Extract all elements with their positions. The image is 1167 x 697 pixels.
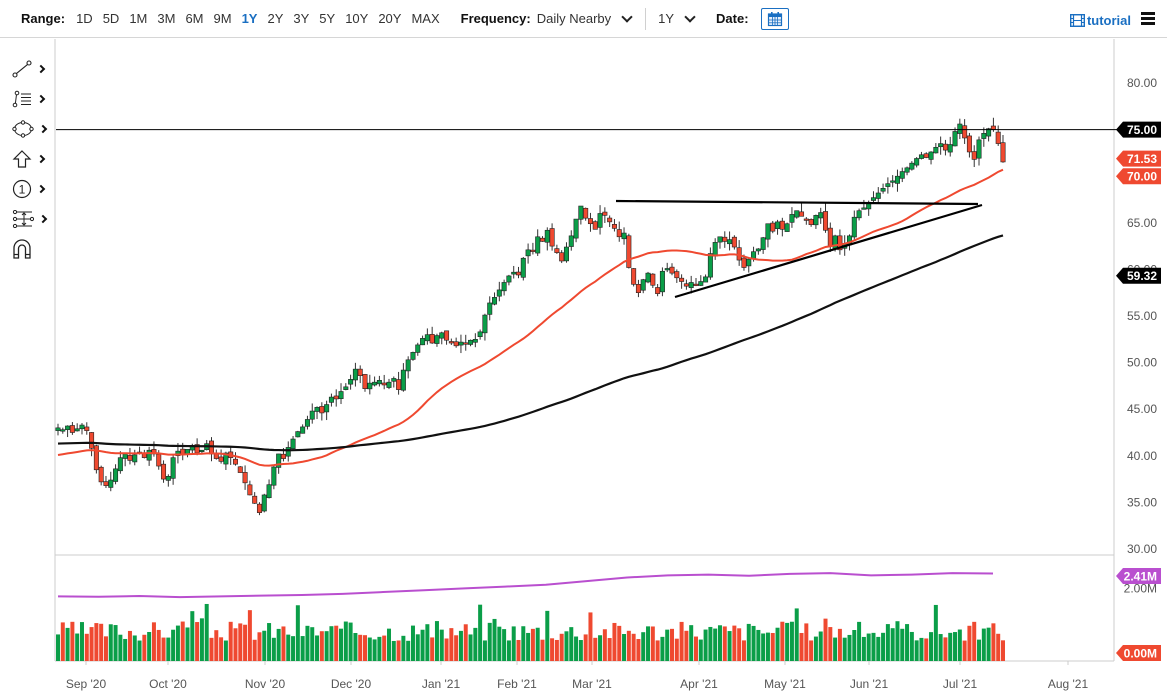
- x-axis-tick: Jan '21: [422, 677, 461, 691]
- chart-area[interactable]: 80.0075.0070.0065.0060.0055.0050.0045.00…: [0, 39, 1167, 697]
- range-button-max[interactable]: MAX: [411, 11, 440, 26]
- x-axis-tick: May '21: [764, 677, 806, 691]
- resistance-line[interactable]: [615, 199, 979, 206]
- hamburger-menu-button[interactable]: [1141, 12, 1155, 25]
- rising-trendline[interactable]: [674, 203, 983, 299]
- x-axis-tick: Dec '20: [331, 677, 372, 691]
- chevron-down-icon: [684, 10, 696, 23]
- volume-bars: [56, 603, 1005, 661]
- frequency-selector: Frequency: Daily Nearby 1Y: [460, 7, 696, 30]
- range-button-2y[interactable]: 2Y: [267, 11, 284, 26]
- x-axis-tick: Nov '20: [245, 677, 286, 691]
- hamburger-menu-icon: [1141, 12, 1155, 15]
- range-button-9m[interactable]: 9M: [213, 11, 232, 26]
- magnet-tool[interactable]: [12, 237, 52, 261]
- moving-average-long-line: [57, 234, 1004, 452]
- range-label: Range:: [21, 11, 66, 26]
- range-button-10y[interactable]: 10Y: [345, 11, 369, 26]
- divider: [645, 7, 647, 30]
- chevron-down-icon: [621, 10, 633, 23]
- price-chart[interactable]: 80.0075.0070.0065.0060.0055.0050.0045.00…: [0, 39, 1167, 697]
- trendline-icon: [12, 60, 32, 78]
- volume-axis-tick: 2.00M: [1124, 581, 1157, 595]
- tutorial-label: tutorial: [1086, 13, 1131, 28]
- svg-text:1: 1: [19, 183, 26, 197]
- calendar-icon: [767, 11, 782, 26]
- range-button-20y[interactable]: 20Y: [378, 11, 402, 26]
- range-button-1y[interactable]: 1Y: [241, 11, 258, 26]
- fibonacci-tool[interactable]: [12, 87, 52, 111]
- last-price-label: 71.53: [1116, 150, 1161, 167]
- svg-text:59.32: 59.32: [1127, 269, 1157, 283]
- fibonacci-icon: [12, 90, 31, 108]
- frequency-dropdown[interactable]: Daily Nearby: [536, 10, 633, 26]
- range-button-1m[interactable]: 1M: [129, 11, 148, 26]
- period-dropdown[interactable]: 1Y: [658, 10, 696, 26]
- magnet-icon: [13, 239, 31, 259]
- y-axis-tick: 30.00: [1127, 542, 1157, 556]
- frequency-label: Frequency:: [460, 11, 531, 26]
- calendar-button[interactable]: [760, 7, 789, 30]
- x-axis-tick: Mar '21: [572, 677, 612, 691]
- ellipse-shape-icon: [12, 120, 34, 138]
- trendline-tool[interactable]: [12, 57, 52, 81]
- range-button-5d[interactable]: 5D: [102, 11, 120, 26]
- x-axis-tick: Sep '20: [66, 677, 107, 691]
- period-value: 1Y: [658, 11, 675, 26]
- ma-short-price-label: 70.00: [1116, 168, 1161, 185]
- measure-icon: [12, 210, 34, 228]
- x-axis-tick: Aug '21: [1048, 677, 1089, 691]
- y-axis-tick: 50.00: [1127, 356, 1157, 370]
- svg-text:70.00: 70.00: [1127, 170, 1157, 184]
- tutorial-link[interactable]: tutorial: [1069, 13, 1131, 28]
- range-button-5y[interactable]: 5Y: [319, 11, 336, 26]
- annotation-tool[interactable]: 1: [12, 177, 52, 201]
- x-axis-tick: Oct '20: [149, 677, 187, 691]
- y-axis-tick: 45.00: [1127, 402, 1157, 416]
- arrow-tool[interactable]: [12, 147, 52, 171]
- y-axis-tick: 40.00: [1127, 449, 1157, 463]
- arrow-up-icon: [12, 150, 32, 168]
- drawing-toolbar: 1: [0, 40, 54, 660]
- range-selector: Range: 1D 5D 1M 3M 6M 9M 1Y 2Y 3Y 5Y 10Y 20Y MAX: [21, 11, 445, 26]
- range-button-1d[interactable]: 1D: [76, 11, 93, 26]
- y-axis-tick: 55.00: [1127, 309, 1157, 323]
- svg-text:0.00M: 0.00M: [1124, 647, 1157, 661]
- y-axis-tick: 65.00: [1127, 216, 1157, 230]
- shapes-tool[interactable]: [12, 117, 52, 141]
- range-button-3y[interactable]: 3Y: [293, 11, 310, 26]
- range-button-6m[interactable]: 6M: [185, 11, 204, 26]
- svg-text:2.41M: 2.41M: [1124, 570, 1157, 584]
- volume-ma-label: 2.41M: [1116, 568, 1161, 584]
- x-axis-tick: Apr '21: [680, 677, 718, 691]
- film-icon: [1069, 14, 1085, 27]
- x-axis-tick: Jun '21: [850, 677, 889, 691]
- date-label: Date:: [716, 11, 749, 26]
- range-button-3m[interactable]: 3M: [157, 11, 176, 26]
- volume-baseline-label: 0.00M: [1116, 645, 1161, 661]
- frequency-value: Daily Nearby: [536, 11, 612, 26]
- candlesticks: [55, 117, 1006, 516]
- x-axis-tick: Jul '21: [943, 677, 978, 691]
- circled-one-icon: 1: [12, 179, 32, 199]
- x-axis-tick: Feb '21: [497, 677, 537, 691]
- y-axis-tick: 80.00: [1127, 76, 1157, 90]
- y-axis-tick: 35.00: [1127, 495, 1157, 509]
- svg-text:75.00: 75.00: [1127, 123, 1157, 137]
- moving-average-short-line: [57, 168, 1004, 467]
- volume-moving-average-line: [57, 572, 994, 599]
- chart-toolbar: Range: 1D 5D 1M 3M 6M 9M 1Y 2Y 3Y 5Y 10Y 20Y MAX Fre…: [0, 0, 1167, 38]
- date-picker: Date:: [716, 7, 789, 30]
- ma-long-price-label: 59.32: [1116, 267, 1161, 284]
- measure-tool[interactable]: [12, 207, 52, 231]
- horizontal-line-price-label: 75.00: [1116, 121, 1161, 138]
- svg-text:71.53: 71.53: [1127, 152, 1157, 166]
